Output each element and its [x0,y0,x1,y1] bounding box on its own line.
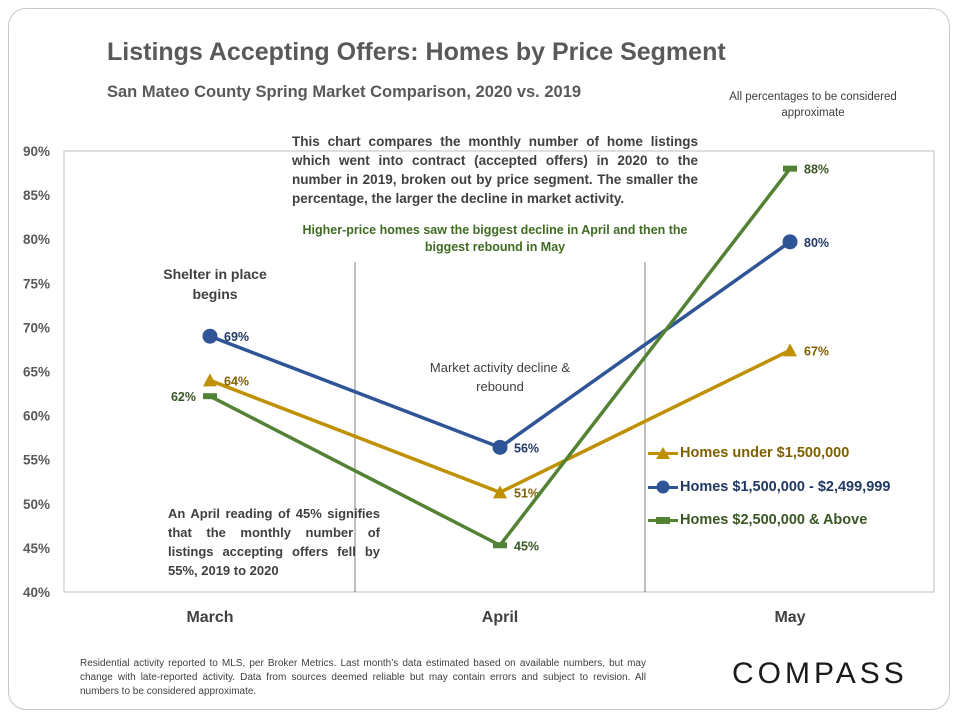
chart-series: 64% 51% 67% 69% 56% 80% 62% 45% 88% [171,163,829,554]
data-point [783,165,797,172]
x-tick-label: May [774,609,805,626]
triangle-marker-icon [656,447,670,459]
shelter-in-place-note: Shelter in place begins [163,266,267,302]
legend-label: Homes $2,500,000 & Above [680,512,868,528]
circle-marker-icon [656,480,670,493]
y-tick-label: 90% [23,144,50,159]
data-point [493,485,507,499]
data-point [203,393,217,400]
y-tick-label: 40% [23,585,50,600]
data-label: 64% [224,374,249,388]
y-tick-label: 80% [23,232,50,247]
data-point [782,234,798,250]
y-tick-label: 65% [23,365,50,380]
chart-subtitle: San Mateo County Spring Market Compariso… [107,83,582,101]
chart-legend: Homes under $1,500,000 Homes $1,500,000 … [648,443,890,544]
legend-label: Homes $1,500,000 - $2,499,999 [680,478,891,495]
legend-item-2-5m-above: Homes $2,500,000 & Above [648,510,890,544]
y-tick-label: 60% [23,409,50,424]
data-point [202,328,218,344]
series-1: 69% 56% 80% [202,234,829,455]
chart-title: Listings Accepting Offers: Homes by Pric… [107,38,726,66]
data-label: 51% [514,486,539,500]
dash-marker-icon [656,517,670,524]
y-tick-label: 85% [23,188,50,203]
y-tick-label: 55% [23,453,50,468]
approximate-note: All percentages to be considered approxi… [729,91,897,119]
data-point [493,542,507,549]
plot-area-border [63,150,935,593]
y-tick-label: 70% [23,320,50,335]
y-tick-label: 50% [23,497,50,512]
data-label: 80% [804,236,829,250]
data-point [783,343,797,357]
data-label: 67% [804,344,829,358]
data-label: 69% [224,330,249,344]
chart-axes: 90% 85% 80% 75% 70% 65% 60% 55% 50% 45% 40% March Ap… [23,144,935,626]
market-activity-note: Market activity decline & rebound [429,360,571,394]
series-0: 64% 51% 67% [203,343,829,500]
x-tick-label: March [186,609,233,626]
data-label: 62% [171,390,196,404]
footnote: Residential activity reported to MLS, pe… [80,658,646,697]
data-point [492,439,508,455]
legend-label: Homes under $1,500,000 [680,445,850,461]
series-line [209,240,792,450]
april-reading-note: An April reading of 45% signifies that t… [168,506,380,578]
series-2: 62% 45% 88% [171,163,829,554]
data-point [203,373,217,387]
data-label: 56% [514,441,539,455]
compass-logo: COMPASS [732,657,908,690]
chart-explanation: This chart compares the monthly number o… [292,134,698,206]
chart-frame [8,8,950,710]
higher-price-note: Higher-price homes saw the biggest decli… [302,223,688,254]
data-label: 88% [804,163,829,177]
y-tick-label: 75% [23,276,50,291]
legend-item-1-5m-2-5m: Homes $1,500,000 - $2,499,999 [648,477,890,511]
legend-item-under-1-5m: Homes under $1,500,000 [648,443,890,477]
data-label: 45% [514,539,539,553]
x-tick-label: April [482,609,518,626]
y-tick-label: 45% [23,541,50,556]
